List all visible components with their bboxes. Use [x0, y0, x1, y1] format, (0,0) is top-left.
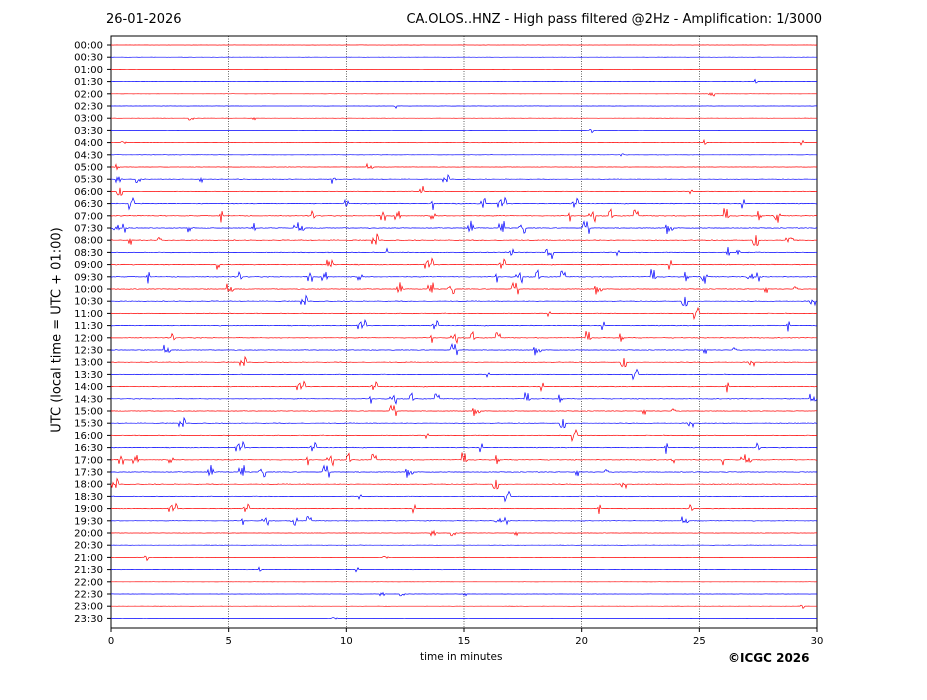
y-tick-label: 00:00: [74, 41, 103, 52]
trace-line: [111, 381, 817, 392]
y-tick-label: 18:00: [74, 480, 103, 491]
y-tick-label: 17:00: [74, 455, 103, 466]
x-tick-label: 5: [225, 636, 231, 647]
y-tick-label: 13:00: [74, 358, 103, 369]
y-tick-label: 09:00: [74, 260, 103, 271]
y-tick-label: 07:30: [74, 224, 103, 235]
y-tick-label: 03:30: [74, 126, 103, 137]
y-tick-label: 11:30: [74, 321, 103, 332]
y-tick-label: 12:00: [74, 333, 103, 344]
y-tick-label: 10:30: [74, 297, 103, 308]
y-tick-label: 02:00: [74, 89, 103, 100]
y-tick-label: 04:30: [74, 150, 103, 161]
chart-title: CA.OLOS..HNZ - High pass filtered @2Hz -…: [406, 12, 822, 27]
trace-line: [111, 618, 817, 619]
y-tick-label: 05:30: [74, 175, 103, 186]
y-tick-label: 07:00: [74, 211, 103, 222]
y-tick-label: 13:30: [74, 370, 103, 381]
trace-line: [111, 308, 817, 319]
y-tick-label: 20:30: [74, 541, 103, 552]
x-tick-label: 25: [693, 636, 706, 647]
y-tick-label: 01:30: [74, 77, 103, 88]
y-tick-label: 01:00: [74, 65, 103, 76]
x-tick-label: 10: [340, 636, 353, 647]
trace-line: [111, 198, 817, 210]
y-tick-label: 14:00: [74, 382, 103, 393]
y-tick-label: 18:30: [74, 492, 103, 503]
y-tick-label: 19:00: [74, 504, 103, 515]
trace-line: [111, 370, 817, 380]
y-tick-label: 02:30: [74, 102, 103, 113]
x-tick-label: 30: [811, 636, 824, 647]
y-tick-label: 16:00: [74, 431, 103, 442]
y-tick-label: 12:30: [74, 346, 103, 357]
trace-line: [111, 504, 817, 514]
y-tick-label: 06:00: [74, 187, 103, 198]
y-tick-label: 05:00: [74, 163, 103, 174]
trace-line: [111, 492, 817, 502]
y-tick-label: 21:30: [74, 565, 103, 576]
y-tick-label: 00:30: [74, 53, 103, 64]
x-tick-label: 15: [458, 636, 471, 647]
y-tick-label: 03:00: [74, 114, 103, 125]
date-label: 26-01-2026: [106, 12, 182, 27]
y-tick-label: 08:00: [74, 236, 103, 247]
y-tick-label: 21:00: [74, 553, 103, 564]
y-tick-label: 11:00: [74, 309, 103, 320]
y-tick-label: 14:30: [74, 394, 103, 405]
y-tick-label: 15:00: [74, 407, 103, 418]
y-tick-label: 06:30: [74, 199, 103, 210]
copyright-label: ©ICGC 2026: [728, 651, 810, 665]
trace-line: [111, 208, 817, 223]
y-tick-label: 22:00: [74, 577, 103, 588]
trace-line: [111, 80, 817, 84]
trace-line: [111, 221, 817, 234]
x-tick-label: 20: [575, 636, 588, 647]
x-tick-label: 0: [108, 636, 114, 647]
y-tick-label: 16:30: [74, 443, 103, 454]
y-tick-label: 19:30: [74, 516, 103, 527]
y-tick-label: 09:30: [74, 272, 103, 283]
trace-line: [111, 93, 817, 96]
y-tick-label: 20:00: [74, 529, 103, 540]
y-tick-label: 23:30: [74, 614, 103, 625]
y-tick-label: 04:00: [74, 138, 103, 149]
y-tick-label: 08:30: [74, 248, 103, 259]
x-axis-label: time in minutes: [420, 651, 502, 663]
y-tick-label: 22:30: [74, 590, 103, 601]
y-axis-label: UTC (local time = UTC + 01:00): [50, 227, 65, 432]
y-tick-label: 15:30: [74, 419, 103, 430]
y-tick-label: 17:30: [74, 468, 103, 479]
y-tick-label: 10:00: [74, 285, 103, 296]
y-tick-label: 23:00: [74, 602, 103, 613]
